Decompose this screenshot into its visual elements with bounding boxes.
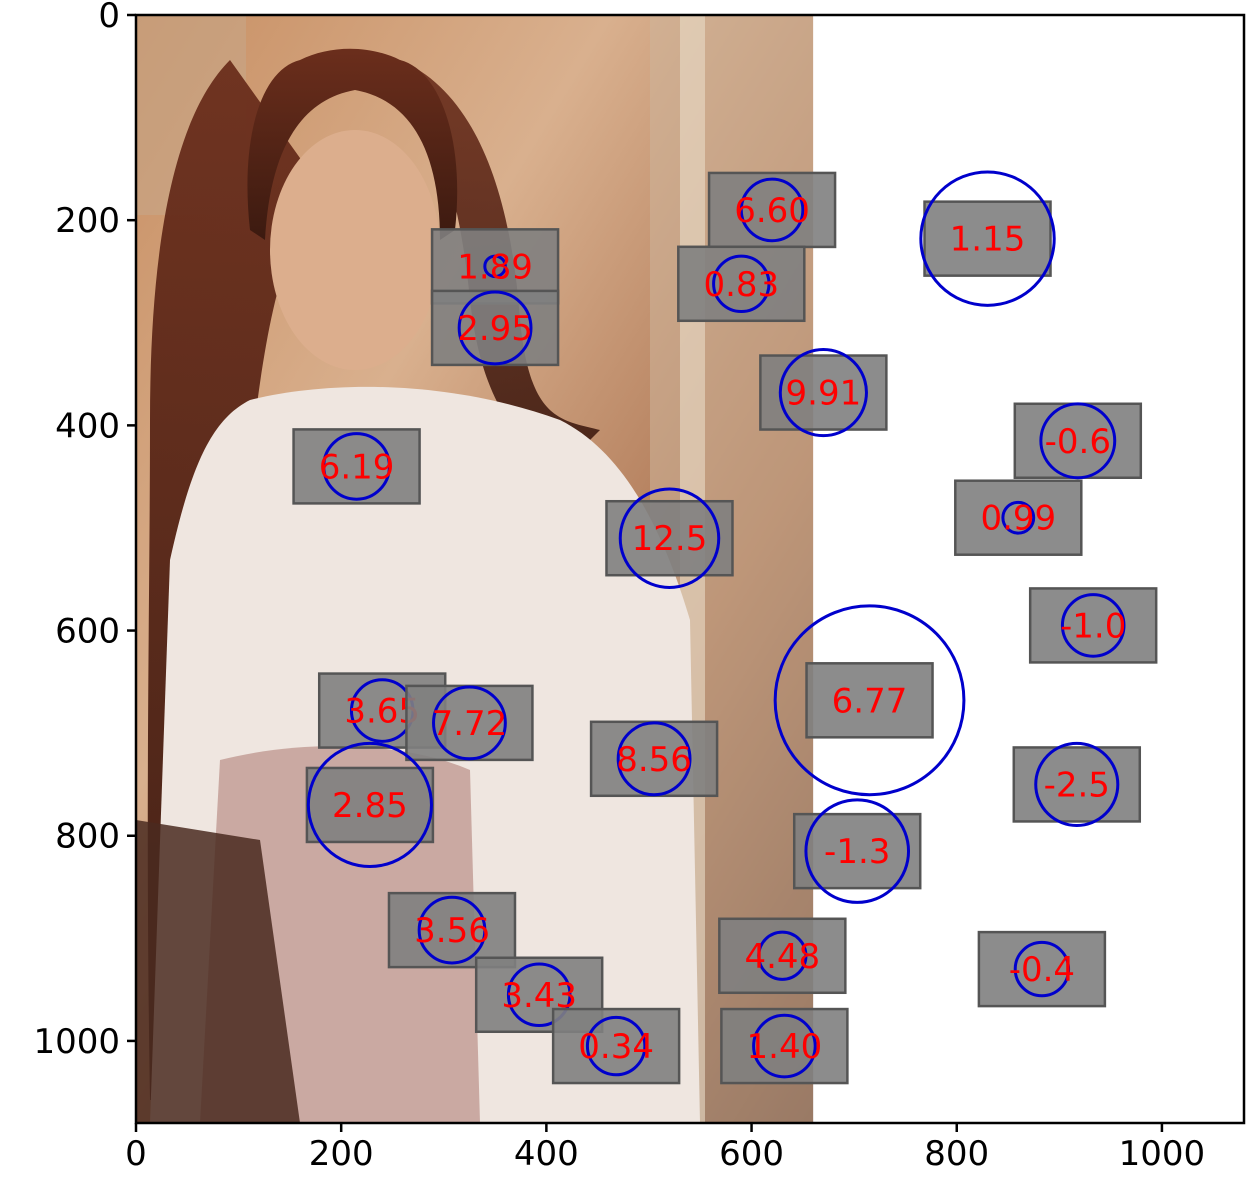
data-label: -0.4: [1009, 950, 1075, 990]
point-circle: [919, 170, 1056, 307]
data-label: -1.3: [824, 832, 890, 872]
label-box: [589, 720, 719, 798]
x-tick-label: 1000: [1119, 1134, 1206, 1174]
label-box: [551, 1007, 681, 1085]
data-label: 4.48: [744, 937, 820, 977]
label-box: [707, 171, 837, 249]
label-box: [677, 245, 806, 323]
data-label: 6.77: [832, 681, 908, 721]
label-box: [977, 930, 1107, 1008]
label-box: [954, 479, 1083, 556]
point-circle: [483, 254, 507, 279]
data-point: 2.95: [430, 289, 560, 367]
data-label: 3.56: [414, 911, 490, 951]
x-tick-label: 200: [309, 1134, 374, 1174]
label-box: [292, 428, 421, 505]
point-circle: [417, 895, 487, 965]
point-circle: [804, 798, 911, 904]
point-circle: [618, 487, 721, 589]
data-point: 0.83: [677, 245, 806, 323]
data-point: -1.0: [1028, 587, 1158, 664]
data-label: 7.72: [432, 704, 508, 744]
data-label: 0.34: [578, 1027, 654, 1067]
data-label: -0.6: [1045, 422, 1111, 462]
data-point: 6.19: [292, 428, 421, 505]
point-circle: [585, 1015, 647, 1077]
data-point: 6.60: [707, 171, 837, 249]
label-box: [923, 200, 1052, 277]
data-point: 8.56: [589, 720, 719, 798]
data-label: -1.0: [1060, 606, 1126, 646]
point-circle: [757, 930, 808, 981]
label-box: [405, 684, 534, 762]
point-circle: [432, 685, 507, 761]
data-label: 2.85: [332, 786, 408, 826]
point-circle: [322, 432, 391, 501]
point-circle: [773, 604, 966, 797]
y-tick-label: 400: [55, 406, 120, 446]
data-point: 4.48: [718, 917, 847, 995]
data-label: 1.89: [457, 247, 533, 287]
y-tick-label: 200: [55, 201, 120, 241]
point-circle: [1034, 741, 1120, 827]
point-circle: [1060, 593, 1126, 658]
data-label: 6.60: [734, 191, 810, 231]
data-point: 6.77: [773, 604, 966, 797]
point-circle: [306, 741, 433, 869]
data-point: -2.5: [1012, 741, 1142, 827]
data-label: 12.5: [632, 519, 708, 559]
label-box: [387, 891, 517, 969]
data-point: 3.56: [387, 891, 517, 969]
data-point: 12.5: [605, 487, 734, 589]
data-label: -2.5: [1044, 765, 1110, 805]
point-circle: [457, 290, 533, 366]
data-label: 0.99: [980, 499, 1056, 539]
data-point: -0.6: [1013, 402, 1143, 480]
x-tick-label: 600: [719, 1134, 784, 1174]
label-box: [305, 766, 435, 844]
data-label: 8.56: [616, 740, 692, 780]
data-point: -0.4: [977, 930, 1107, 1008]
point-circle: [506, 962, 572, 1028]
x-tick-label: 0: [125, 1134, 147, 1174]
axes-frame: [134, 13, 1246, 1125]
data-point: 9.91: [759, 347, 888, 438]
data-label: 1.15: [950, 220, 1026, 260]
data-point: 2.85: [305, 741, 435, 869]
point-circle: [778, 347, 868, 438]
y-tick-label: 600: [55, 612, 120, 652]
point-circle: [1013, 940, 1071, 998]
y-tick-label: 800: [55, 817, 120, 857]
data-point: 0.99: [954, 479, 1083, 556]
label-box: [1013, 402, 1143, 480]
label-box: [792, 812, 922, 890]
label-box: [1028, 587, 1158, 664]
y-tick-label: 0: [98, 0, 120, 36]
point-circle: [739, 177, 805, 243]
data-label: 1.40: [747, 1027, 823, 1067]
point-circle: [1001, 500, 1036, 535]
x-tick-label: 400: [514, 1134, 579, 1174]
label-box: [720, 1007, 849, 1085]
y-tick-label: 1000: [33, 1022, 120, 1062]
data-point: 1.15: [919, 170, 1056, 307]
data-point: 3.43: [474, 956, 604, 1034]
data-point: -1.3: [792, 798, 922, 904]
data-label: 9.91: [786, 374, 862, 414]
data-label: 6.19: [319, 447, 395, 487]
data-point: 7.72: [405, 684, 534, 762]
x-tick-label: 800: [924, 1134, 989, 1174]
label-box: [805, 662, 934, 739]
point-circle: [752, 1013, 817, 1079]
data-point: 1.40: [720, 1007, 849, 1085]
data-label: 2.95: [457, 309, 533, 349]
data-point: 0.34: [551, 1007, 681, 1085]
point-circle: [1039, 402, 1117, 480]
point-circle: [712, 254, 771, 313]
point-circle: [616, 721, 692, 797]
data-label: 0.83: [703, 265, 779, 305]
